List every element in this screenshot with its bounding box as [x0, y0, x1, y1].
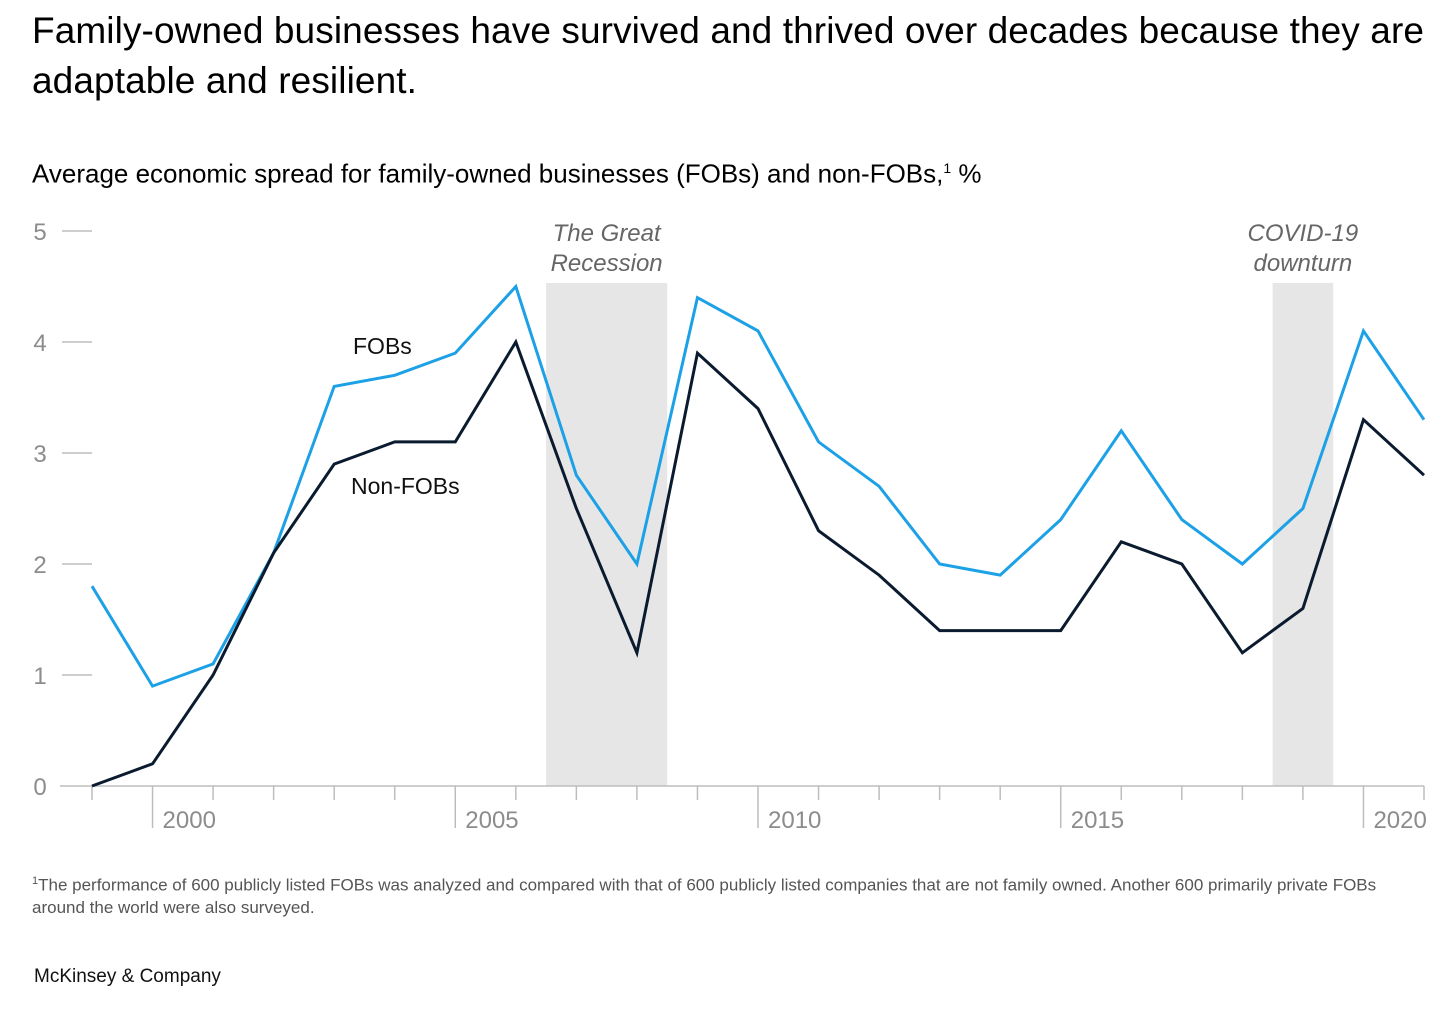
series-line-non-fobs	[91, 338, 1426, 788]
footnote-reference: 1	[943, 160, 952, 176]
x-tick-label: 2000	[163, 807, 216, 834]
subtitle-text: Average economic spread for family-owned…	[32, 158, 944, 189]
y-tick-label: 5	[33, 219, 46, 246]
x-tick-label: 2015	[1071, 807, 1124, 834]
y-tick-label: 1	[33, 663, 46, 690]
page-title: Family-owned businesses have survived an…	[32, 10, 1425, 101]
x-tick-label: 2005	[465, 807, 518, 834]
shaded-period-0	[546, 283, 668, 786]
footnote-text: The performance of 600 publicly listed F…	[32, 875, 1377, 917]
x-tick-label: 2020	[1373, 807, 1426, 834]
shaded-period-label-line1: The Great	[553, 220, 662, 247]
y-tick-label: 0	[33, 774, 46, 801]
shaded-period-1	[1272, 283, 1334, 786]
unit-label: %	[951, 158, 982, 189]
shaded-period-label-line2: Recession	[551, 250, 663, 277]
series-line-fobs	[90, 283, 1426, 688]
chart-subtitle: Average economic spread for family-owned…	[32, 150, 982, 192]
y-tick-label: 3	[33, 441, 46, 468]
shaded-period-label-line1: COVID-19	[1248, 220, 1359, 247]
shaded-period-label-line2: downturn	[1254, 250, 1353, 277]
footnote-marker: 1	[32, 875, 39, 887]
series-label-non-fobs: Non-FOBs	[351, 473, 460, 499]
line-chart: The Great Recession COVID-19 downturn 0 1 2 3 4 5…	[33, 219, 1427, 834]
y-tick-label: 4	[33, 330, 46, 357]
brand-logo-text: McKinsey & Company	[34, 966, 221, 987]
y-tick-label: 2	[33, 552, 46, 579]
x-tick-label: 2010	[768, 807, 821, 834]
footnote: 1The performance of 600 publicly listed …	[32, 870, 1422, 919]
series-label-fobs: FOBs	[353, 333, 412, 359]
